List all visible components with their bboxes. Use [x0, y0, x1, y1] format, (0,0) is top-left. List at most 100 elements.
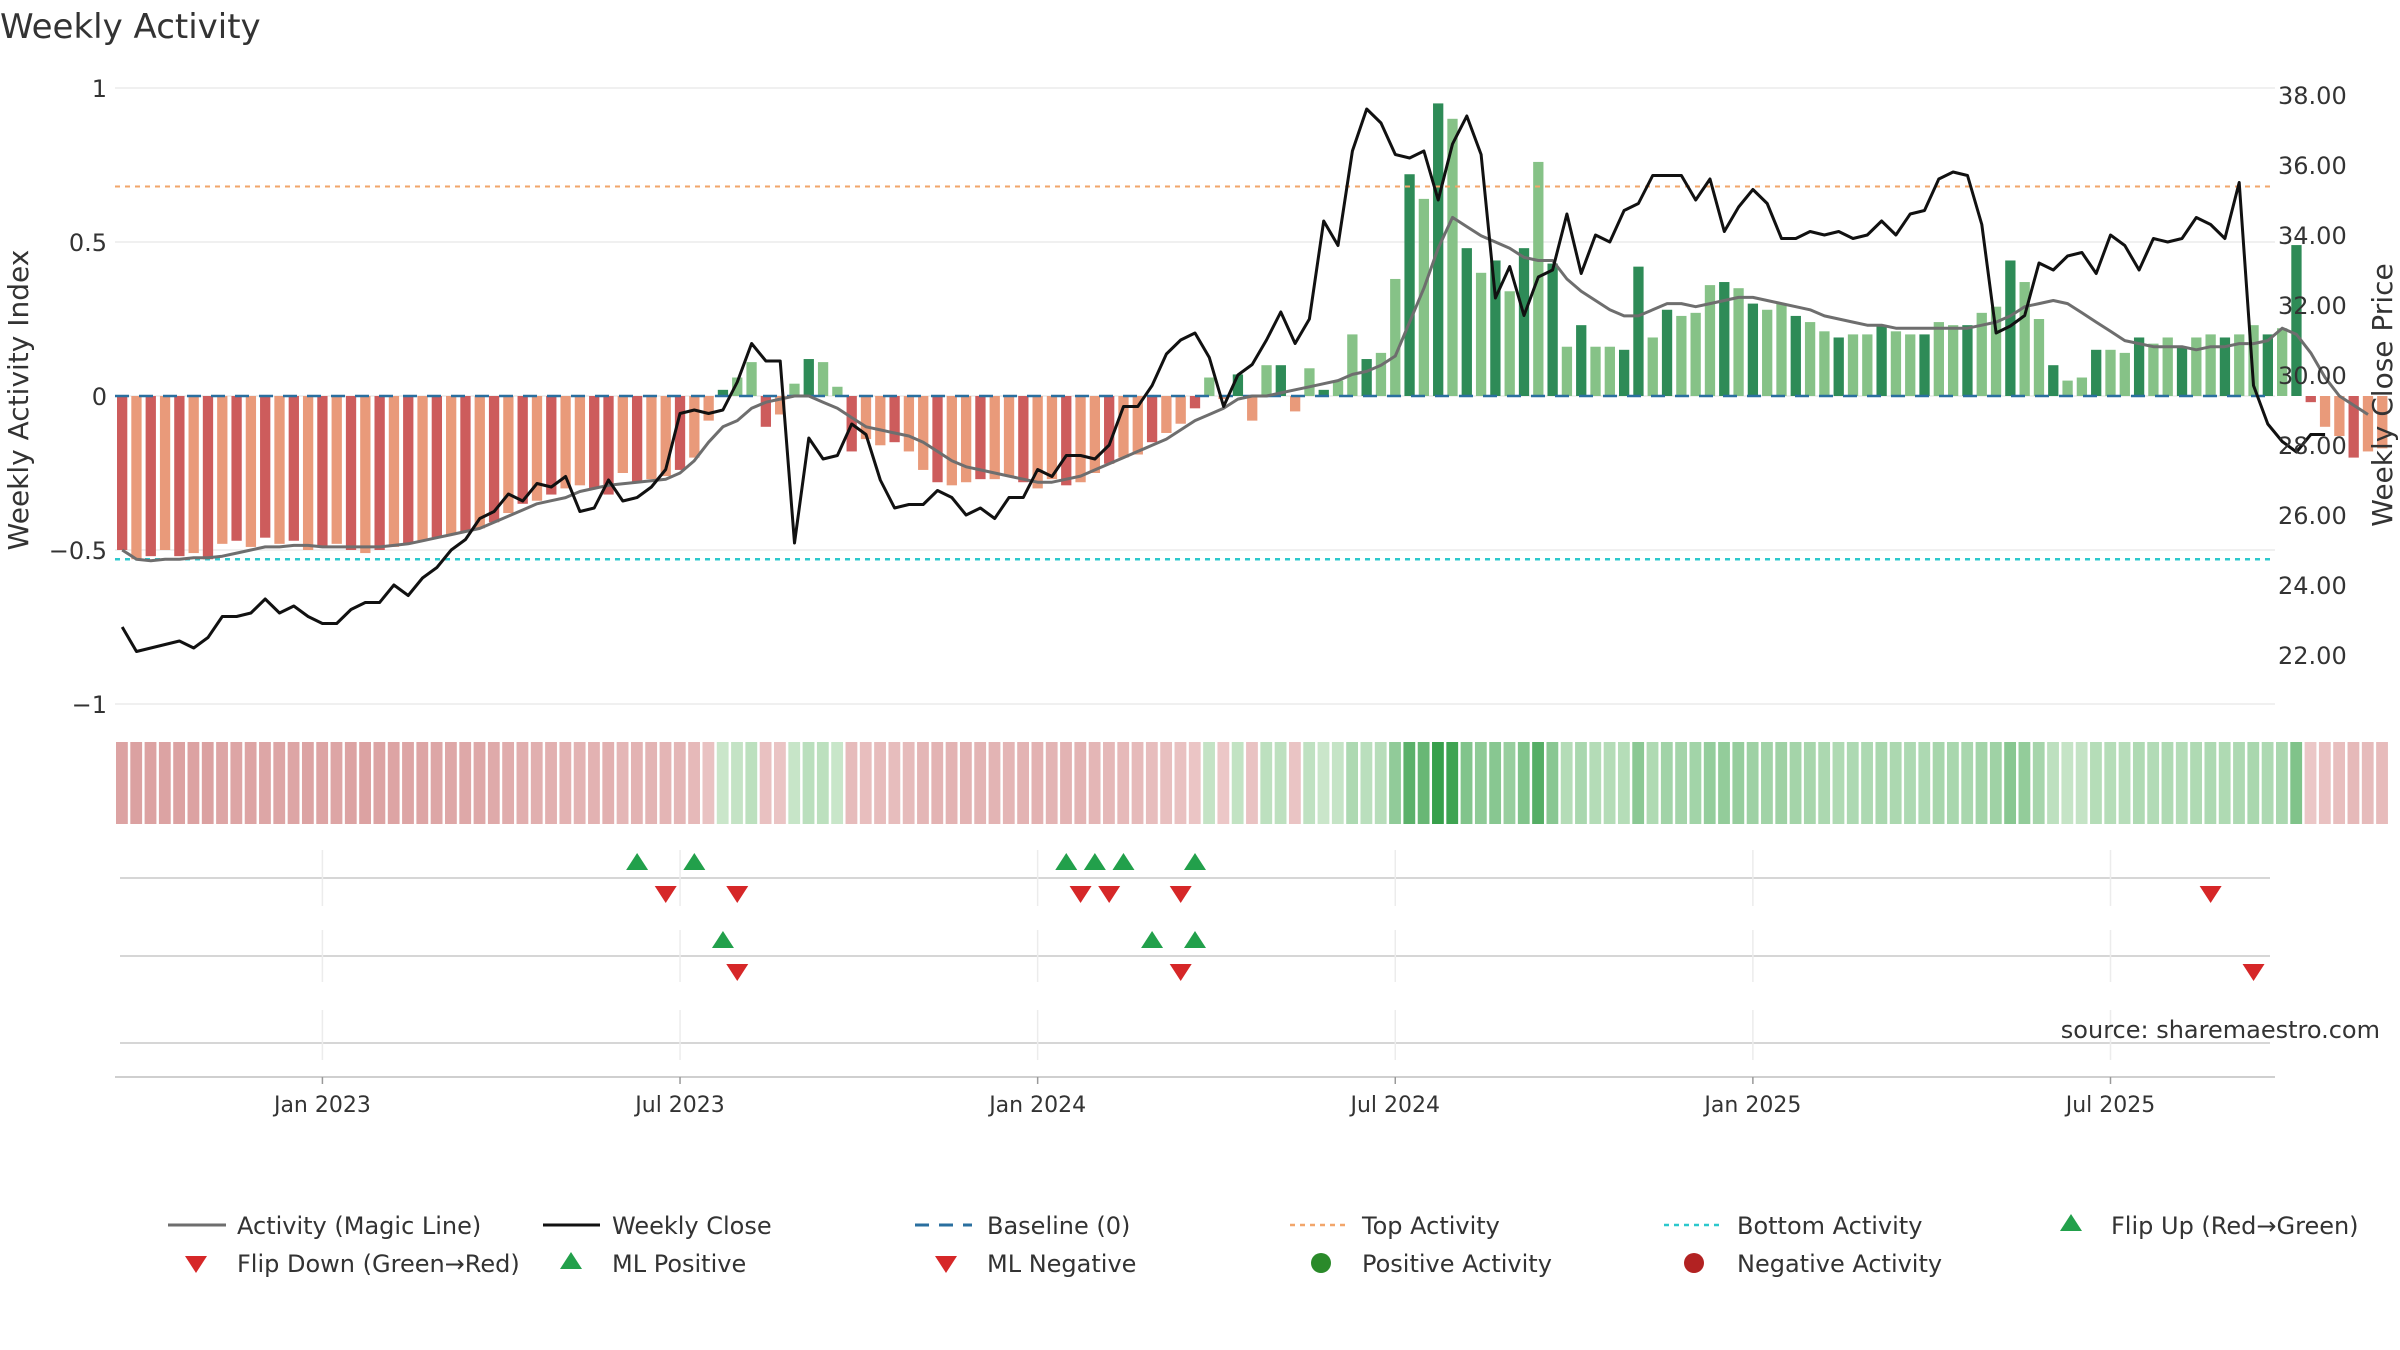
heat-cell: [201, 742, 214, 824]
activity-bar: [2191, 337, 2202, 396]
heat-cell: [1975, 742, 1988, 824]
heat-cell: [1603, 742, 1616, 824]
activity-bar: [860, 396, 872, 440]
activity-bar: [631, 396, 643, 483]
activity-bar: [832, 386, 843, 396]
heat-cell: [2032, 742, 2045, 824]
flip-down-marker: [1169, 886, 1192, 903]
heat-cell: [273, 742, 286, 824]
activity-bar: [1933, 322, 1944, 396]
activity-bar: [574, 396, 586, 486]
activity-bar: [1561, 346, 1573, 396]
activity-bar: [1733, 288, 1744, 396]
activity-bar: [1661, 309, 1673, 396]
flip-up-marker: [626, 853, 649, 870]
heat-cell: [2104, 742, 2117, 824]
activity-bar: [1232, 374, 1244, 396]
activity-bar: [1447, 118, 1458, 397]
activity-bar: [703, 396, 714, 421]
activity-bar: [975, 396, 986, 480]
activity-bar: [1304, 368, 1315, 396]
heat-cell: [1103, 742, 1115, 824]
activity-bar: [388, 396, 400, 547]
heat-cell: [158, 742, 171, 824]
activity-bar: [918, 396, 929, 470]
activity-bar: [1504, 291, 1515, 396]
y-tick-label: −0.5: [49, 537, 107, 565]
heat-cell: [2047, 742, 2059, 824]
heat-cell: [1260, 742, 1273, 824]
heat-cell: [1761, 742, 1773, 824]
heat-cell: [430, 742, 443, 824]
y2-tick-label: 36.00: [2278, 152, 2347, 180]
heat-cell: [1789, 742, 1802, 824]
activity-bar: [159, 396, 171, 550]
heat-cell: [731, 742, 743, 824]
chart-title: Weekly Activity: [0, 7, 261, 47]
heat-cell: [301, 742, 314, 824]
y2-tick-label: 30.00: [2278, 362, 2347, 390]
reference-lines: [115, 185, 2275, 561]
activity-bar: [889, 396, 900, 443]
y2-tick-label: 24.00: [2278, 572, 2347, 600]
activity-bar: [1490, 260, 1501, 396]
heat-cell: [2004, 742, 2017, 824]
flip-down-marker: [726, 886, 749, 903]
heat-cell: [1088, 742, 1101, 824]
heat-cell: [2190, 742, 2202, 824]
heat-cell: [945, 742, 958, 824]
activity-bar: [1819, 331, 1830, 396]
activity-bar: [746, 362, 757, 396]
heat-cell: [259, 742, 271, 824]
heat-cell: [173, 742, 186, 824]
legend-label-positive: Positive Activity: [1362, 1250, 1552, 1278]
y-axis-label: Weekly Activity Index: [2, 250, 35, 551]
heat-cell: [1117, 742, 1130, 824]
heat-cell: [688, 742, 700, 824]
heat-cell: [1818, 742, 1831, 824]
x-tick-label: Jul 2023: [633, 1093, 725, 1118]
activity-bar: [603, 396, 614, 495]
legend-label-activity: Activity (Magic Line): [237, 1212, 481, 1240]
heat-cell: [1803, 742, 1816, 824]
activity-bar: [2048, 365, 2059, 396]
heat-cell: [1503, 742, 1516, 824]
heat-cell: [1474, 742, 1487, 824]
legend: Activity (Magic Line) Weekly Close Baselin…: [168, 1212, 2359, 1278]
heat-cell: [2333, 742, 2346, 824]
activity-bar: [131, 396, 142, 560]
activity-bar: [1261, 365, 1272, 396]
activity-bar: [2291, 245, 2302, 396]
flip-up-marker: [1184, 853, 1206, 870]
heat-cell: [502, 742, 515, 824]
y2-tick-label: 34.00: [2278, 222, 2347, 250]
heat-cell: [1832, 742, 1845, 824]
legend-swatch-ml-positive: [560, 1252, 582, 1269]
activity-bar: [117, 396, 128, 550]
activity-bar: [531, 396, 543, 501]
heat-cell: [516, 742, 529, 824]
activity-bar: [1461, 248, 1472, 396]
activity-bar: [689, 396, 700, 458]
heat-cell: [1432, 742, 1444, 824]
heat-cell: [1446, 742, 1459, 824]
x-tick-label: Jan 2024: [987, 1093, 1086, 1118]
ml-negative-marker: [2242, 964, 2265, 981]
heat-cell: [2361, 742, 2374, 824]
activity-bar: [345, 396, 357, 550]
activity-bar: [431, 396, 443, 538]
activity-bar: [2305, 396, 2316, 403]
activity-bars: [117, 103, 2388, 560]
heat-cell: [2218, 742, 2231, 824]
heat-cell: [1675, 742, 1688, 824]
heat-cell: [416, 742, 429, 824]
legend-label-baseline: Baseline (0): [987, 1212, 1130, 1240]
heat-cell: [1946, 742, 1959, 824]
axes: 1 0.5 0 −0.5 −1 38.00 36.00 34.00 32.00 30.00 28.0…: [49, 75, 2347, 719]
heat-cell: [2018, 742, 2031, 824]
activity-bar: [260, 396, 271, 538]
legend-label-negative: Negative Activity: [1737, 1250, 1942, 1278]
heat-cell: [487, 742, 500, 824]
heat-cell: [1460, 742, 1473, 824]
